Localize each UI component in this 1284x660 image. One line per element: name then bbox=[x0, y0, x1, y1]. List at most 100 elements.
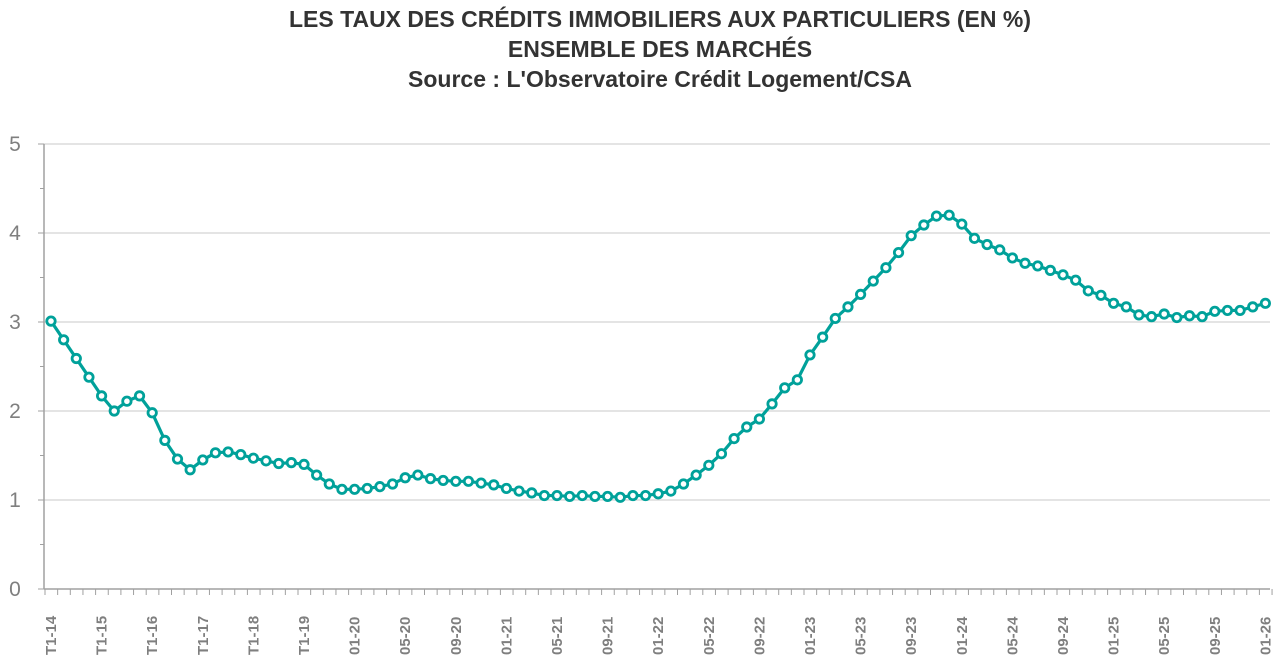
data-point bbox=[892, 246, 905, 259]
data-point bbox=[981, 238, 993, 251]
x-tick-label: 09-21 bbox=[600, 617, 617, 655]
x-tick-label: 05-21 bbox=[549, 617, 566, 655]
data-point bbox=[500, 482, 512, 495]
data-point bbox=[1133, 309, 1145, 321]
data-point bbox=[854, 288, 867, 301]
data-point bbox=[817, 331, 829, 343]
data-point bbox=[741, 421, 753, 433]
x-tick-label: 09-20 bbox=[448, 617, 465, 655]
x-tick-label: 01-22 bbox=[650, 617, 667, 655]
data-point bbox=[146, 407, 158, 419]
data-point bbox=[311, 469, 323, 481]
data-point bbox=[804, 349, 816, 361]
data-point bbox=[209, 447, 222, 459]
data-point bbox=[399, 472, 411, 484]
x-tick-label: 01-24 bbox=[954, 616, 971, 655]
data-point bbox=[1247, 301, 1259, 313]
data-point bbox=[323, 478, 335, 490]
data-point bbox=[538, 489, 550, 502]
data-point bbox=[222, 446, 234, 458]
data-point bbox=[1082, 285, 1094, 297]
y-tick-label: 2 bbox=[9, 400, 21, 423]
data-point bbox=[1095, 289, 1107, 301]
y-tick-label: 4 bbox=[9, 222, 21, 245]
x-tick-label: 01-21 bbox=[498, 617, 515, 655]
data-point bbox=[133, 390, 146, 402]
x-tick-label: 01-20 bbox=[347, 617, 364, 655]
data-point bbox=[184, 464, 196, 476]
title-line-2: ENSEMBLE DES MARCHÉS bbox=[507, 36, 813, 62]
data-point bbox=[677, 478, 690, 490]
title-source: Source : L'Observatoire Crédit Logement/… bbox=[408, 66, 912, 92]
data-point bbox=[285, 457, 297, 469]
x-tick-label: 05-24 bbox=[1004, 616, 1021, 655]
x-tick-label: 05-23 bbox=[853, 617, 870, 655]
data-point bbox=[753, 413, 766, 425]
data-point bbox=[728, 432, 740, 445]
x-tick-label: T1-14 bbox=[43, 615, 60, 655]
y-tick-label: 1 bbox=[9, 489, 21, 512]
data-point bbox=[690, 469, 702, 481]
x-tick-label: 05-25 bbox=[1156, 617, 1173, 655]
x-tick-label: 01-23 bbox=[802, 617, 819, 655]
data-point bbox=[1032, 260, 1044, 272]
data-point bbox=[551, 489, 563, 502]
y-tick-label: 5 bbox=[9, 133, 21, 156]
data-point bbox=[159, 434, 171, 446]
x-tick-label: T1-19 bbox=[296, 616, 313, 655]
series-line bbox=[49, 213, 1266, 499]
data-point bbox=[601, 490, 614, 503]
data-point bbox=[1019, 257, 1031, 269]
data-point bbox=[197, 454, 209, 466]
data-point bbox=[298, 458, 310, 470]
data-point bbox=[842, 301, 854, 313]
data-point bbox=[96, 390, 108, 402]
x-tick-label: 01-26 bbox=[1257, 617, 1274, 655]
x-tick-label: 05-20 bbox=[397, 617, 414, 655]
data-point bbox=[1120, 301, 1132, 313]
title-line-1: LES TAUX DES CRÉDITS IMMOBILIERS AUX PAR… bbox=[289, 6, 1031, 32]
data-point bbox=[1044, 264, 1056, 276]
data-point bbox=[121, 395, 133, 407]
data-point bbox=[880, 262, 892, 274]
data-point bbox=[1259, 297, 1272, 309]
data-point bbox=[1057, 269, 1069, 281]
data-point bbox=[779, 382, 791, 394]
data-point bbox=[336, 483, 348, 495]
data-point bbox=[386, 478, 399, 490]
y-tick-label: 0 bbox=[9, 578, 21, 601]
x-tick-label: 01-25 bbox=[1106, 617, 1123, 655]
data-point bbox=[994, 244, 1006, 256]
data-point bbox=[45, 315, 57, 327]
data-point bbox=[1108, 297, 1120, 309]
data-point bbox=[247, 452, 259, 464]
data-point bbox=[943, 209, 955, 221]
data-point bbox=[412, 469, 424, 481]
data-point bbox=[968, 232, 981, 244]
data-point bbox=[424, 473, 437, 485]
data-point bbox=[513, 485, 525, 497]
data-point bbox=[639, 489, 652, 502]
data-point bbox=[589, 490, 601, 503]
data-point bbox=[1221, 304, 1234, 317]
data-point bbox=[627, 489, 639, 502]
x-tick-label: 05-22 bbox=[701, 617, 718, 655]
data-point bbox=[956, 218, 968, 230]
x-tick-label: T1-15 bbox=[94, 616, 111, 655]
data-point bbox=[918, 219, 930, 231]
x-tick-label: 09-24 bbox=[1055, 616, 1072, 655]
data-point bbox=[703, 459, 715, 471]
data-point bbox=[1145, 311, 1158, 323]
y-tick-label: 3 bbox=[9, 311, 21, 334]
data-point bbox=[450, 475, 462, 487]
x-tick-label: T1-17 bbox=[195, 616, 212, 655]
data-point bbox=[1070, 274, 1082, 286]
data-point bbox=[437, 474, 449, 487]
data-point bbox=[652, 488, 664, 500]
x-tick-label: 09-25 bbox=[1207, 617, 1224, 655]
data-point bbox=[1209, 305, 1221, 317]
data-point bbox=[235, 449, 247, 461]
data-point bbox=[1234, 304, 1246, 317]
data-point bbox=[260, 455, 272, 467]
